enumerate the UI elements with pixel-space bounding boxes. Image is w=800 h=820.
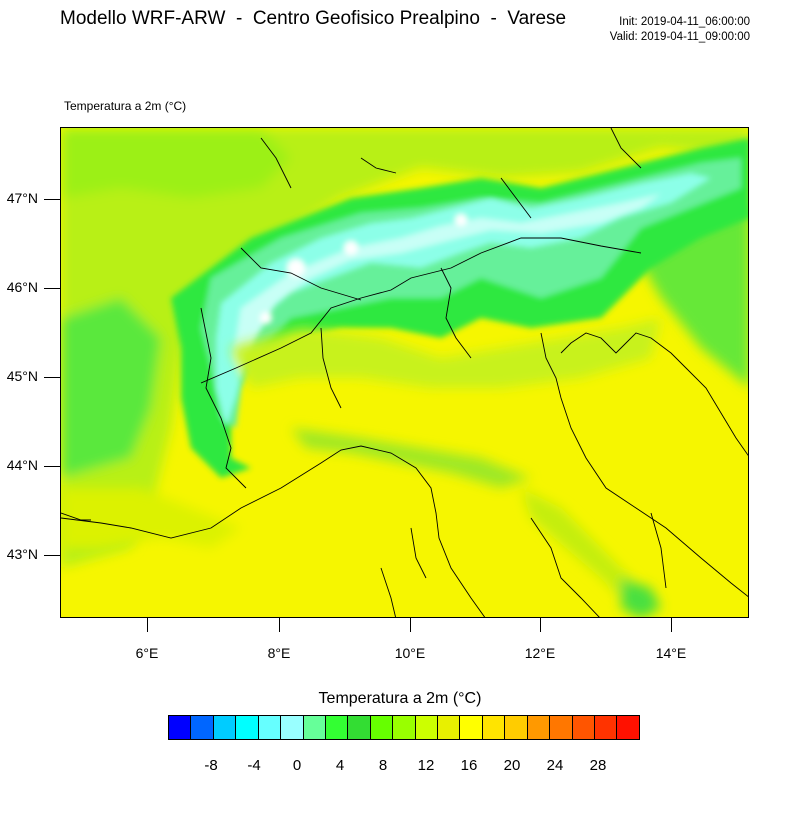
- colorbar-label: 28: [589, 757, 607, 774]
- colorbar-label: -8: [204, 757, 218, 774]
- colorbar-cell: [415, 716, 439, 739]
- map-tick: [147, 618, 148, 632]
- map-tick: [540, 618, 541, 632]
- colorbar-cell: [617, 716, 639, 739]
- colorbar-label: 8: [378, 757, 388, 774]
- colorbar-cell: [527, 716, 551, 739]
- colorbar-cell: [505, 716, 528, 739]
- valid-time: Valid: 2019-04-11_09:00:00: [609, 31, 750, 43]
- map-tick: [44, 555, 60, 556]
- colorbar-cell: [393, 716, 416, 739]
- map-canvas: [61, 128, 748, 617]
- colorbar-cell: [460, 716, 483, 739]
- colorbar-cell: [213, 716, 237, 739]
- lon-label: 12°E: [524, 645, 556, 661]
- colorbar-cell: [325, 716, 349, 739]
- map-tick: [44, 199, 60, 200]
- colorbar-cell: [595, 716, 618, 739]
- lat-label: 45°N: [6, 368, 38, 384]
- colorbar-cell: [572, 716, 596, 739]
- colorbar-cell: [303, 716, 326, 739]
- colorbar-title: Temperatura a 2m (°C): [318, 690, 482, 707]
- high-alps: [216, 173, 711, 428]
- colorbar-label: 24: [546, 757, 564, 774]
- colorbar-label: 4: [335, 757, 345, 774]
- northern-greenish-band: [61, 128, 748, 568]
- map-tick: [44, 377, 60, 378]
- colorbar-cell: [370, 716, 394, 739]
- map-tick: [279, 618, 280, 632]
- colorbar-label: 12: [417, 757, 435, 774]
- lon-label: 14°E: [655, 645, 687, 661]
- colorbar-cell: [169, 716, 192, 739]
- colorbar-label: 0: [292, 757, 302, 774]
- coastlines-and-borders: [61, 128, 748, 617]
- chart-title: Modello WRF-ARW - Centro Geofisico Preal…: [60, 8, 567, 29]
- colorbar-cell: [191, 716, 214, 739]
- temperature-map: [60, 127, 749, 618]
- colorbar-label: 16: [460, 757, 478, 774]
- colorbar-cell: [348, 716, 371, 739]
- map-tick: [671, 618, 672, 632]
- lat-label: 43°N: [6, 546, 38, 562]
- map-tick: [44, 288, 60, 289]
- colorbar: [168, 715, 640, 740]
- colorbar-label: -4: [247, 757, 261, 774]
- colorbar-cell: [236, 716, 259, 739]
- lon-label: 6°E: [135, 645, 159, 661]
- lat-label: 47°N: [6, 190, 38, 206]
- lat-label: 44°N: [6, 457, 38, 473]
- map-tick: [44, 466, 60, 467]
- colorbar-cell: [438, 716, 461, 739]
- colorbar-cell: [482, 716, 506, 739]
- init-time: Init: 2019-04-11_06:00:00: [619, 16, 750, 28]
- colorbar-label: 20: [503, 757, 521, 774]
- colorbar-cell: [550, 716, 573, 739]
- lon-label: 8°E: [267, 645, 291, 661]
- colorbar-cell: [258, 716, 282, 739]
- colorbar-cell: [281, 716, 304, 739]
- field-label: Temperatura a 2m (°C): [64, 99, 187, 113]
- prealps: [61, 318, 661, 617]
- lat-label: 46°N: [6, 279, 38, 295]
- map-tick: [410, 618, 411, 632]
- lon-label: 10°E: [394, 645, 426, 661]
